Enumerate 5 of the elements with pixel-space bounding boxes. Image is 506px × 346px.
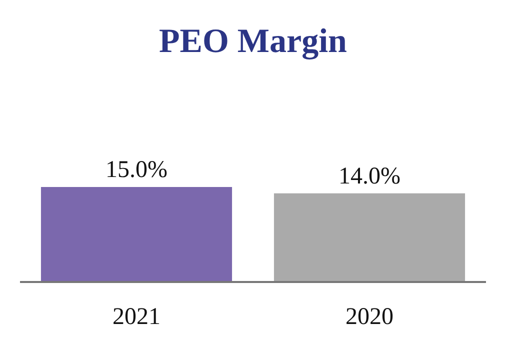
x-tick-label: 2021 — [112, 304, 160, 330]
chart-title: PEO Margin — [159, 23, 348, 60]
data-label: 15.0% — [106, 157, 168, 183]
x-tick-label: 2020 — [346, 304, 394, 330]
data-label: 14.0% — [338, 163, 400, 190]
